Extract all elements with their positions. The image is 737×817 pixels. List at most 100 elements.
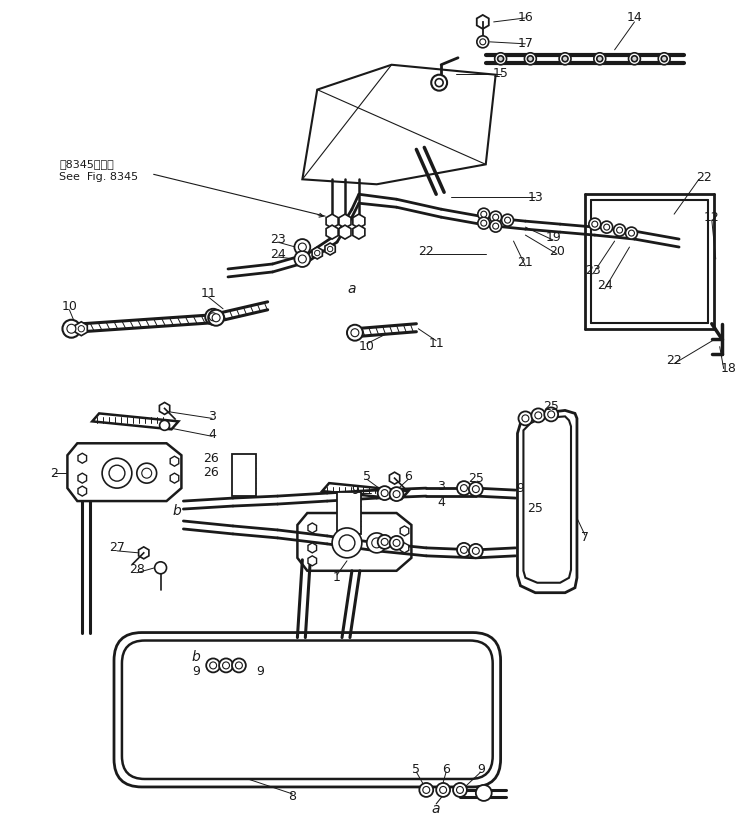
- Circle shape: [478, 208, 489, 220]
- Text: 10: 10: [61, 301, 77, 313]
- Text: 4: 4: [209, 428, 216, 441]
- Circle shape: [493, 223, 499, 229]
- Circle shape: [469, 482, 483, 496]
- Text: 3: 3: [437, 480, 445, 493]
- Text: 14: 14: [626, 11, 643, 25]
- Circle shape: [347, 324, 363, 341]
- Circle shape: [476, 785, 492, 801]
- Circle shape: [548, 411, 555, 417]
- Text: 5: 5: [363, 470, 371, 483]
- Bar: [337, 492, 361, 534]
- Text: 8: 8: [288, 790, 296, 803]
- Polygon shape: [339, 214, 351, 228]
- Circle shape: [477, 36, 489, 48]
- FancyBboxPatch shape: [114, 632, 500, 787]
- Polygon shape: [78, 486, 86, 496]
- Circle shape: [390, 490, 399, 500]
- Text: 13: 13: [528, 190, 543, 203]
- Circle shape: [493, 214, 499, 220]
- Circle shape: [457, 543, 471, 557]
- Circle shape: [232, 659, 246, 672]
- Circle shape: [461, 547, 467, 553]
- Text: 22: 22: [696, 171, 712, 184]
- Circle shape: [160, 421, 170, 431]
- Circle shape: [209, 662, 217, 669]
- Polygon shape: [308, 543, 317, 553]
- Circle shape: [327, 247, 333, 252]
- Circle shape: [109, 465, 125, 481]
- Circle shape: [436, 783, 450, 797]
- Text: 6: 6: [442, 762, 450, 775]
- Text: 3: 3: [209, 410, 216, 423]
- Text: 1: 1: [333, 571, 341, 584]
- Circle shape: [219, 659, 233, 672]
- Text: 9: 9: [256, 665, 264, 678]
- Circle shape: [531, 408, 545, 422]
- Polygon shape: [389, 472, 399, 484]
- Polygon shape: [326, 225, 338, 239]
- Text: 19: 19: [545, 230, 561, 243]
- Circle shape: [209, 313, 217, 321]
- Circle shape: [206, 659, 220, 672]
- Text: 25: 25: [468, 471, 483, 484]
- Circle shape: [629, 53, 640, 65]
- Circle shape: [371, 538, 382, 548]
- Polygon shape: [353, 225, 365, 239]
- Circle shape: [589, 218, 601, 230]
- Text: 16: 16: [517, 11, 534, 25]
- Text: 11: 11: [428, 337, 444, 350]
- Circle shape: [390, 536, 403, 550]
- Text: 11: 11: [200, 288, 216, 301]
- Text: b: b: [192, 650, 200, 664]
- Circle shape: [390, 487, 403, 501]
- Circle shape: [525, 53, 537, 65]
- Polygon shape: [78, 453, 86, 463]
- Circle shape: [393, 539, 400, 547]
- Text: 20: 20: [549, 244, 565, 257]
- Text: 9: 9: [192, 665, 200, 678]
- Circle shape: [497, 56, 503, 62]
- Text: 15: 15: [493, 67, 509, 80]
- Polygon shape: [170, 473, 179, 483]
- Circle shape: [102, 458, 132, 488]
- Text: 25: 25: [528, 502, 543, 515]
- Circle shape: [601, 221, 612, 233]
- Circle shape: [559, 53, 571, 65]
- Text: 22: 22: [666, 354, 682, 367]
- Polygon shape: [75, 322, 87, 336]
- Circle shape: [658, 53, 670, 65]
- Text: 24: 24: [597, 279, 612, 292]
- Circle shape: [502, 214, 514, 226]
- Circle shape: [478, 217, 489, 229]
- Circle shape: [298, 243, 307, 251]
- Circle shape: [661, 56, 667, 62]
- Circle shape: [142, 468, 152, 478]
- Text: 22: 22: [419, 244, 434, 257]
- Circle shape: [626, 227, 638, 239]
- Text: 23: 23: [270, 233, 285, 246]
- Circle shape: [481, 220, 486, 226]
- Circle shape: [469, 544, 483, 558]
- Circle shape: [480, 39, 486, 45]
- Circle shape: [518, 412, 532, 426]
- Circle shape: [381, 489, 388, 497]
- Circle shape: [435, 78, 443, 87]
- Polygon shape: [326, 214, 338, 228]
- Text: 5: 5: [413, 762, 420, 775]
- Circle shape: [495, 53, 506, 65]
- Polygon shape: [308, 556, 317, 566]
- Circle shape: [315, 250, 320, 256]
- Circle shape: [472, 547, 479, 555]
- Polygon shape: [400, 526, 409, 536]
- Text: 28: 28: [129, 563, 144, 576]
- Circle shape: [367, 533, 387, 553]
- Circle shape: [604, 224, 609, 230]
- Circle shape: [63, 319, 80, 337]
- Text: 2: 2: [51, 467, 58, 480]
- Bar: [232, 454, 256, 496]
- Circle shape: [423, 787, 430, 793]
- Circle shape: [223, 662, 229, 669]
- Text: 26: 26: [203, 452, 219, 465]
- Circle shape: [332, 528, 362, 558]
- Text: 24: 24: [270, 248, 285, 261]
